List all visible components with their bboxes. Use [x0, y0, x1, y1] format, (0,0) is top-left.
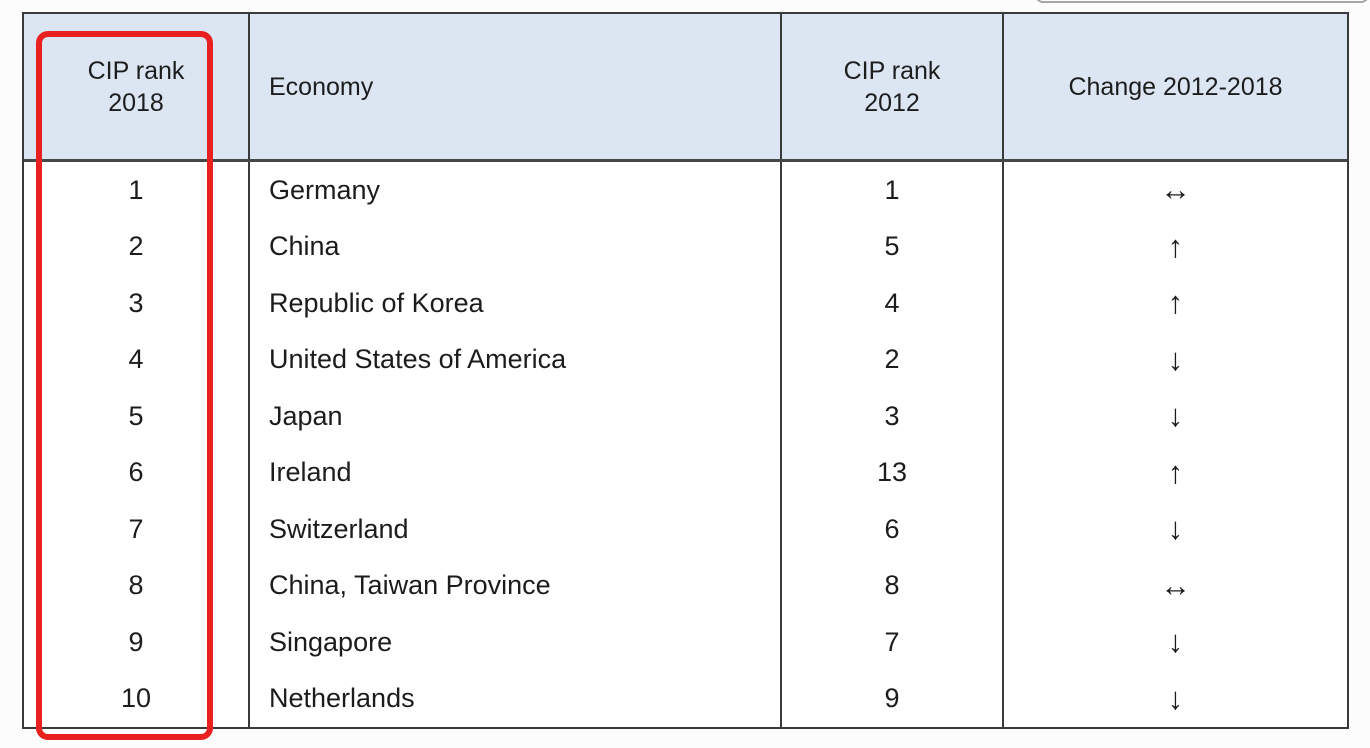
- cip-rank-table: CIP rank 2018 Economy CIP rank 2012 Chan…: [22, 12, 1349, 729]
- header-cip-rank-2018: CIP rank 2018: [24, 14, 250, 159]
- rank-2018-cell: 1: [24, 162, 250, 219]
- table-row: 10 Netherlands 9 ↓: [24, 670, 1347, 727]
- rank-2018-cell: 4: [24, 331, 250, 388]
- header-economy: Economy: [250, 14, 782, 159]
- economy-cell: Republic of Korea: [250, 275, 782, 332]
- up-arrow-icon: ↑: [1167, 228, 1184, 264]
- table-row: 3 Republic of Korea 4 ↑: [24, 275, 1347, 332]
- economy-cell: Germany: [250, 162, 782, 219]
- table-body: 1 Germany 1 ↔ 2 China 5 ↑ 3 Republic of …: [24, 162, 1347, 727]
- economy-cell: Ireland: [250, 444, 782, 501]
- rank-2018-cell: 3: [24, 275, 250, 332]
- rank-2018-cell: 7: [24, 501, 250, 558]
- economy-cell: Switzerland: [250, 501, 782, 558]
- rank-2018-cell: 6: [24, 444, 250, 501]
- table-row: 6 Ireland 13 ↑: [24, 444, 1347, 501]
- economy-cell: Japan: [250, 388, 782, 445]
- table-row: 4 United States of America 2 ↓: [24, 331, 1347, 388]
- header-label: Change 2012-2018: [1068, 72, 1283, 101]
- down-arrow-icon: ↓: [1167, 398, 1184, 434]
- table-header-row: CIP rank 2018 Economy CIP rank 2012 Chan…: [24, 14, 1347, 162]
- rank-2012-cell: 9: [782, 670, 1004, 727]
- table-row: 9 Singapore 7 ↓: [24, 614, 1347, 671]
- up-arrow-icon: ↑: [1167, 454, 1184, 490]
- down-arrow-icon: ↓: [1167, 341, 1184, 377]
- down-arrow-icon: ↓: [1167, 511, 1184, 547]
- header-label: CIP rank 2012: [843, 56, 941, 117]
- up-arrow-icon: ↑: [1167, 285, 1184, 321]
- down-arrow-icon: ↓: [1167, 624, 1184, 660]
- table-row: 1 Germany 1 ↔: [24, 162, 1347, 219]
- economy-cell: United States of America: [250, 331, 782, 388]
- economy-cell: Singapore: [250, 614, 782, 671]
- header-change-2012-2018: Change 2012-2018: [1004, 14, 1347, 159]
- table-row: 5 Japan 3 ↓: [24, 388, 1347, 445]
- rank-2018-cell: 10: [24, 670, 250, 727]
- table-row: 8 China, Taiwan Province 8 ↔: [24, 557, 1347, 614]
- down-arrow-icon: ↓: [1167, 680, 1184, 716]
- rank-2012-cell: 8: [782, 557, 1004, 614]
- header-label: CIP rank 2018: [87, 56, 185, 117]
- rank-2012-cell: 13: [782, 444, 1004, 501]
- rank-2018-cell: 5: [24, 388, 250, 445]
- rank-2018-cell: 2: [24, 218, 250, 275]
- left-right-arrow-icon: ↔: [1160, 567, 1191, 603]
- rank-2012-cell: 6: [782, 501, 1004, 558]
- economy-cell: China, Taiwan Province: [250, 557, 782, 614]
- header-label: Economy: [269, 72, 374, 101]
- left-right-arrow-icon: ↔: [1160, 172, 1191, 208]
- rank-2012-cell: 3: [782, 388, 1004, 445]
- economy-cell: China: [250, 218, 782, 275]
- header-cip-rank-2012: CIP rank 2012: [782, 14, 1004, 159]
- rank-2018-cell: 8: [24, 557, 250, 614]
- rank-2012-cell: 4: [782, 275, 1004, 332]
- rank-2012-cell: 2: [782, 331, 1004, 388]
- rank-2012-cell: 1: [782, 162, 1004, 219]
- table-row: 2 China 5 ↑: [24, 218, 1347, 275]
- cropped-ui-fragment: [1035, 0, 1369, 3]
- rank-2012-cell: 7: [782, 614, 1004, 671]
- rank-2012-cell: 5: [782, 218, 1004, 275]
- economy-cell: Netherlands: [250, 670, 782, 727]
- table-row: 7 Switzerland 6 ↓: [24, 501, 1347, 558]
- rank-2018-cell: 9: [24, 614, 250, 671]
